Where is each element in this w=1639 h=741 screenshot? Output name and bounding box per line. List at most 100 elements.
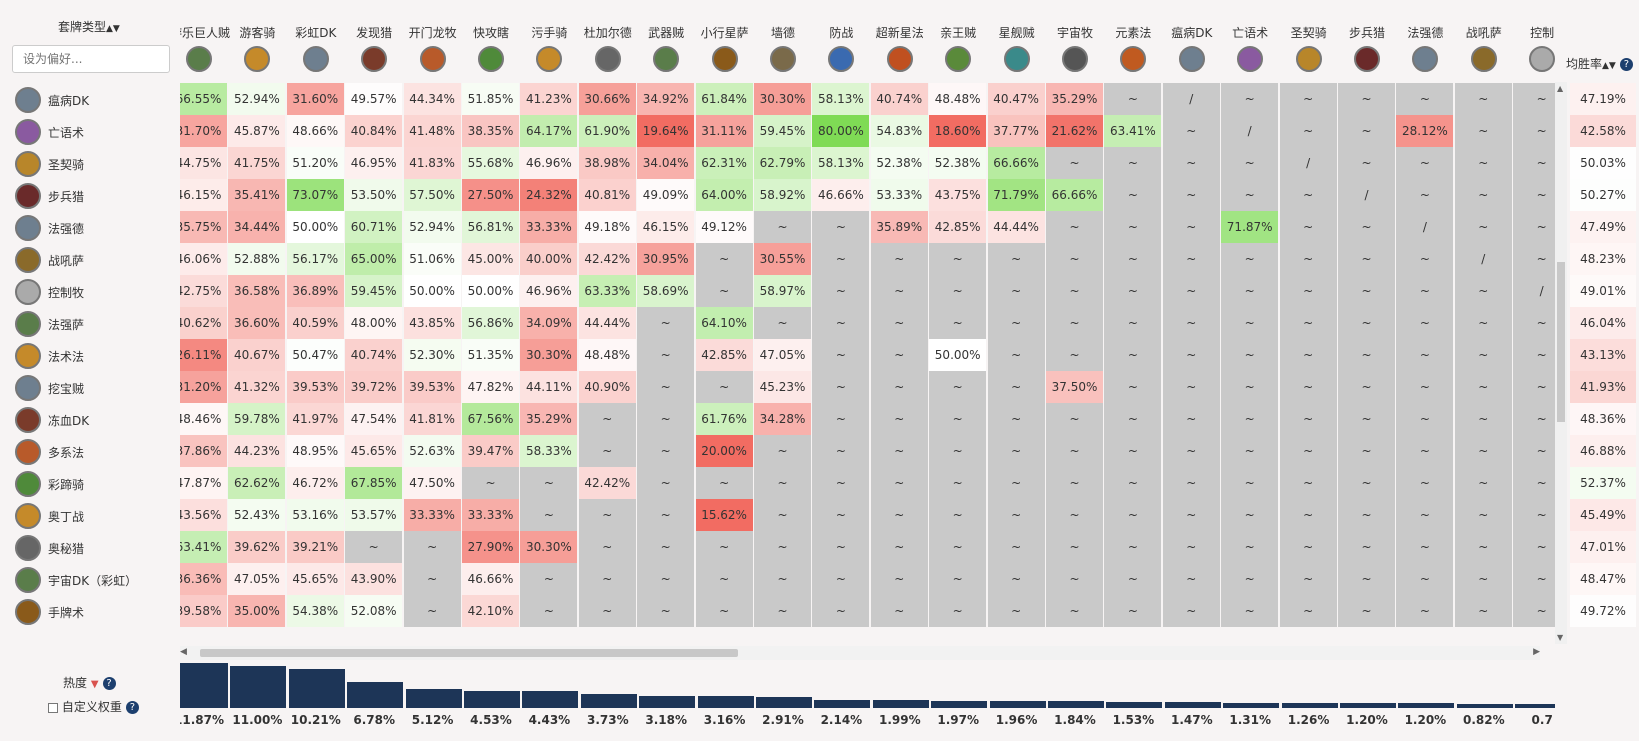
- row-header[interactable]: 控制牧: [0, 275, 180, 308]
- matchup-cell[interactable]: 49.12%: [695, 211, 753, 243]
- column-header[interactable]: 星舰贼: [988, 0, 1046, 82]
- matchup-cell[interactable]: 64.00%: [695, 179, 753, 211]
- matchup-cell[interactable]: 61.84%: [695, 83, 753, 115]
- matchup-cell[interactable]: ~: [1454, 371, 1512, 403]
- matchup-cell[interactable]: 31.70%: [180, 115, 227, 147]
- matchup-cell[interactable]: 39.62%: [228, 531, 286, 563]
- matchup-cell[interactable]: 52.38%: [929, 147, 987, 179]
- matchup-cell[interactable]: 20.00%: [695, 435, 753, 467]
- matchup-cell[interactable]: ~: [1046, 307, 1103, 339]
- matchup-cell[interactable]: ~: [578, 403, 636, 435]
- matchup-cell[interactable]: ~: [1454, 275, 1512, 307]
- matchup-cell[interactable]: ~: [1279, 179, 1337, 211]
- matchup-cell[interactable]: ~: [1279, 243, 1337, 275]
- matchup-cell[interactable]: 58.92%: [754, 179, 811, 211]
- matchup-cell[interactable]: 30.55%: [754, 243, 811, 275]
- matchup-cell[interactable]: 34.09%: [520, 307, 578, 339]
- matchup-cell[interactable]: 30.30%: [520, 531, 578, 563]
- row-header[interactable]: 彩蹄骑: [0, 467, 180, 500]
- matchup-cell[interactable]: ~: [870, 243, 928, 275]
- matchup-cell[interactable]: 27.50%: [462, 179, 519, 211]
- matchup-cell[interactable]: 47.50%: [403, 467, 461, 499]
- matchup-cell[interactable]: ~: [812, 275, 870, 307]
- matchup-cell[interactable]: 52.38%: [870, 147, 928, 179]
- matchup-cell[interactable]: ~: [1513, 531, 1555, 563]
- matchup-cell[interactable]: ~: [1338, 531, 1395, 563]
- matchup-cell[interactable]: ~: [1221, 467, 1279, 499]
- matchup-cell[interactable]: ~: [812, 371, 870, 403]
- matchup-cell[interactable]: ~: [1338, 243, 1395, 275]
- matchup-cell[interactable]: 48.95%: [286, 435, 344, 467]
- winrate-header[interactable]: 均胜率▲▼?: [1566, 55, 1639, 75]
- matchup-cell[interactable]: ~: [812, 211, 870, 243]
- matchup-cell[interactable]: ~: [1162, 211, 1220, 243]
- matchup-cell[interactable]: ~: [1162, 275, 1220, 307]
- matchup-cell[interactable]: 34.44%: [228, 211, 286, 243]
- matchup-cell[interactable]: ~: [1454, 563, 1512, 595]
- horizontal-scrollbar[interactable]: ◀ ▶: [180, 646, 1540, 660]
- matchup-cell[interactable]: 46.66%: [462, 563, 519, 595]
- matchup-cell[interactable]: ~: [1104, 467, 1162, 499]
- matchup-cell[interactable]: 44.11%: [520, 371, 578, 403]
- matchup-cell[interactable]: 51.35%: [462, 339, 519, 371]
- matchup-cell[interactable]: 26.11%: [180, 339, 227, 371]
- matchup-cell[interactable]: ~: [812, 403, 870, 435]
- matchup-cell[interactable]: 71.79%: [987, 179, 1045, 211]
- matchup-cell[interactable]: 39.53%: [286, 371, 344, 403]
- matchup-cell[interactable]: ~: [1513, 595, 1555, 627]
- matchup-cell[interactable]: ~: [1046, 275, 1103, 307]
- matchup-cell[interactable]: ~: [1338, 211, 1395, 243]
- matchup-cell[interactable]: 48.48%: [929, 83, 987, 115]
- matchup-cell[interactable]: ~: [929, 403, 987, 435]
- matchup-cell[interactable]: ~: [754, 467, 811, 499]
- matchup-cell[interactable]: ~: [403, 531, 461, 563]
- matchup-cell[interactable]: ~: [870, 339, 928, 371]
- column-header[interactable]: 宇宙牧: [1046, 0, 1104, 82]
- column-header[interactable]: 武器贼: [637, 0, 695, 82]
- matchup-cell[interactable]: ~: [1513, 499, 1555, 531]
- matchup-cell[interactable]: ~: [987, 275, 1045, 307]
- matchup-cell[interactable]: ~: [1279, 211, 1337, 243]
- matchup-cell[interactable]: ~: [1104, 435, 1162, 467]
- matchup-cell[interactable]: 39.53%: [403, 371, 461, 403]
- matchup-cell[interactable]: ~: [812, 499, 870, 531]
- matchup-cell[interactable]: ~: [1046, 595, 1103, 627]
- matchup-cell[interactable]: ~: [695, 243, 753, 275]
- matchup-cell[interactable]: ~: [870, 371, 928, 403]
- matchup-cell[interactable]: 48.48%: [578, 339, 636, 371]
- horizontal-scroll-thumb[interactable]: [200, 649, 738, 657]
- matchup-cell[interactable]: ~: [1396, 83, 1454, 115]
- matchup-cell[interactable]: ~: [1454, 115, 1512, 147]
- row-header[interactable]: 亡语术: [0, 115, 180, 148]
- matchup-cell[interactable]: ~: [1513, 179, 1555, 211]
- matchup-cell[interactable]: ~: [812, 595, 870, 627]
- matchup-cell[interactable]: ~: [1279, 435, 1337, 467]
- matchup-cell[interactable]: ~: [1396, 243, 1454, 275]
- scroll-left-arrow-icon[interactable]: ◀: [180, 647, 187, 657]
- matchup-cell[interactable]: 24.32%: [520, 179, 578, 211]
- column-header[interactable]: 污手骑: [520, 0, 578, 82]
- matchup-cell[interactable]: ~: [870, 595, 928, 627]
- matchup-cell[interactable]: ~: [637, 371, 695, 403]
- matchup-cell[interactable]: ~: [1046, 339, 1103, 371]
- matchup-cell[interactable]: 62.31%: [695, 147, 753, 179]
- matchup-cell[interactable]: 52.63%: [403, 435, 461, 467]
- matchup-cell[interactable]: 66.55%: [180, 83, 227, 115]
- matchup-cell[interactable]: ~: [1046, 403, 1103, 435]
- matchup-cell[interactable]: ~: [1279, 467, 1337, 499]
- matchup-cell[interactable]: ~: [520, 595, 578, 627]
- matchup-cell[interactable]: 36.36%: [180, 563, 227, 595]
- column-header[interactable]: 控制: [1513, 0, 1555, 82]
- matchup-cell[interactable]: 41.83%: [403, 147, 461, 179]
- matchup-cell[interactable]: 46.06%: [180, 243, 227, 275]
- matchup-cell[interactable]: ~: [987, 531, 1045, 563]
- custom-weight-toggle[interactable]: 自定义权重?: [48, 698, 139, 715]
- matchup-cell[interactable]: ~: [754, 307, 811, 339]
- matchup-cell[interactable]: ~: [1104, 211, 1162, 243]
- column-header[interactable]: 彩虹DK: [287, 0, 345, 82]
- matchup-cell[interactable]: ~: [1046, 563, 1103, 595]
- matchup-cell[interactable]: ~: [1396, 435, 1454, 467]
- matchup-cell[interactable]: 56.81%: [462, 211, 519, 243]
- column-header[interactable]: 墙德: [754, 0, 812, 82]
- matchup-cell[interactable]: ~: [987, 307, 1045, 339]
